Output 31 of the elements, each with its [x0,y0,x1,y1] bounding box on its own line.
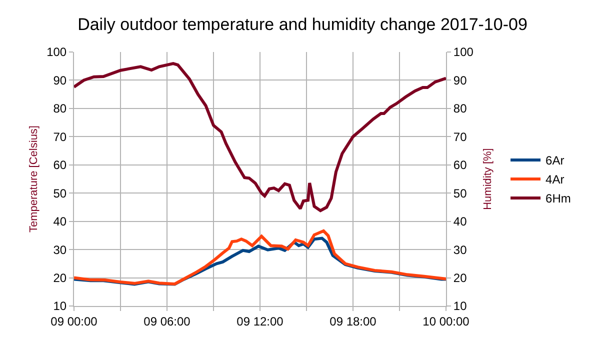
y2-tick-label: 10 [453,299,468,314]
y-tick-label: 70 [53,130,67,144]
y2-tick-label: 70 [453,130,468,144]
x-tick-label: 09 00:00 [50,314,98,328]
x-tick-label: 09 12:00 [236,314,284,328]
y2-tick-label: 20 [453,270,468,285]
y-tick-label: 90 [53,73,67,88]
legend-label: 6Hm [546,192,571,206]
y2-tick-label: 90 [453,73,468,88]
y2-tick-label: 50 [453,186,468,200]
y-tick-label: 60 [53,158,67,172]
y2-tick-label: 40 [453,214,468,229]
y2-axis-title: Humidity [%] [482,148,494,210]
x-tick-label: 09 06:00 [144,314,191,328]
chart-title: Daily outdoor temperature and humidity change 2017-10-09 [78,14,528,34]
y2-tick-label: 60 [453,158,468,172]
y2-tick-label: 30 [453,242,468,257]
x-tick-label: 10 00:00 [422,314,470,328]
y2-tick-label: 80 [453,102,468,116]
y2-tick-label: 100 [453,45,474,60]
y-tick-label: 40 [53,214,67,229]
y-tick-label: 20 [53,270,67,285]
y-tick-label: 10 [53,299,67,314]
y-tick-label: 100 [46,45,67,60]
legend-label: 4Ar [546,172,564,187]
y-tick-label: 80 [53,102,67,116]
x-tick-label: 09 18:00 [330,314,377,328]
y-tick-label: 30 [53,242,67,257]
legend-label: 6Ar [546,154,564,168]
y-tick-label: 50 [53,186,67,200]
y-axis-title: Temperature [Celsius] [28,126,40,232]
